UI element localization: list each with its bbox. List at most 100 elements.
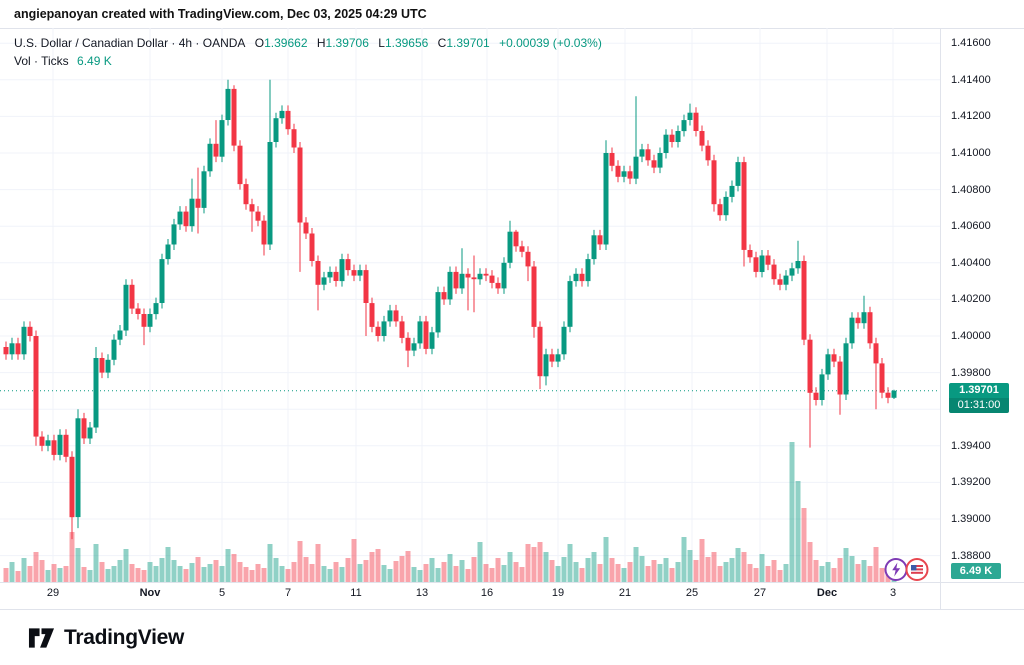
volume-bar bbox=[459, 560, 465, 582]
volume-bar bbox=[339, 567, 345, 582]
volume-bar bbox=[153, 566, 159, 582]
price-axis-left-border bbox=[940, 28, 941, 609]
volume-bar bbox=[693, 560, 699, 582]
candle-body bbox=[309, 233, 315, 261]
candle-body bbox=[813, 392, 819, 400]
candle-body bbox=[555, 354, 561, 362]
candle-body bbox=[441, 292, 447, 300]
candle-body bbox=[783, 275, 789, 285]
candle-body bbox=[723, 196, 729, 216]
candle-body bbox=[165, 244, 171, 260]
change-value: +0.00039 (+0.03%) bbox=[499, 36, 602, 50]
tradingview-logo-text: TradingView bbox=[64, 625, 185, 649]
price-tick-label: 1.39200 bbox=[951, 476, 991, 489]
candle-body bbox=[219, 120, 225, 157]
volume-bar bbox=[729, 558, 735, 582]
volume-bar bbox=[129, 564, 135, 582]
volume-bar bbox=[525, 544, 531, 582]
volume-bar bbox=[159, 558, 165, 582]
volume-bar bbox=[345, 558, 351, 582]
volume-bar bbox=[861, 560, 867, 582]
volume-bar bbox=[21, 558, 27, 582]
volume-bar bbox=[111, 566, 117, 582]
tradingview-logo[interactable]: TradingView bbox=[28, 626, 184, 650]
bar-countdown: 01:31:00 bbox=[949, 397, 1009, 413]
candle-body bbox=[639, 149, 645, 157]
candle-body bbox=[861, 312, 867, 324]
chart-top-border bbox=[0, 28, 1024, 29]
volume-bar bbox=[273, 558, 279, 582]
price-tick-label: 1.41400 bbox=[951, 73, 991, 86]
candle-body bbox=[57, 434, 63, 455]
time-tick-label: Dec bbox=[816, 587, 838, 599]
volume-bar bbox=[399, 556, 405, 582]
price-axis-scale[interactable]: 1.41600 1.41400 1.41200 1.41000 1.40800 1.406… bbox=[941, 28, 1024, 609]
candle-body bbox=[381, 321, 387, 336]
volume-bar bbox=[789, 442, 795, 582]
time-axis-scale[interactable]: 29 Nov 5 7 11 13 16 19 21 25 27 Dec 3 bbox=[0, 583, 940, 609]
candle-body bbox=[711, 160, 717, 205]
candle-body bbox=[417, 321, 423, 344]
volume-bar bbox=[33, 552, 39, 582]
candle-body bbox=[591, 235, 597, 260]
candle-body bbox=[87, 427, 93, 439]
volume-bar bbox=[681, 537, 687, 582]
volume-bar bbox=[357, 564, 363, 582]
candle-body bbox=[279, 110, 285, 119]
candle-body bbox=[819, 374, 825, 400]
candle-body bbox=[51, 440, 57, 455]
volume-bar bbox=[105, 569, 111, 582]
time-axis-top-border bbox=[0, 582, 1024, 583]
volume-bar bbox=[435, 568, 441, 582]
volume-bar bbox=[723, 562, 729, 582]
candlestick-chart[interactable] bbox=[0, 28, 940, 582]
volume-bar bbox=[837, 558, 843, 582]
candle-body bbox=[687, 112, 693, 120]
candle-body bbox=[759, 255, 765, 272]
candle-body bbox=[729, 185, 735, 197]
candle-body bbox=[393, 310, 399, 322]
candle-body bbox=[243, 184, 249, 205]
time-tick-label: 27 bbox=[753, 587, 767, 599]
candle-body bbox=[9, 343, 15, 355]
lightning-event-icon[interactable] bbox=[884, 558, 908, 581]
candle-body bbox=[177, 211, 183, 225]
candle-body bbox=[447, 271, 453, 300]
high-label: H bbox=[316, 36, 326, 50]
candle-body bbox=[735, 162, 741, 186]
candle-body bbox=[255, 211, 261, 221]
volume-bar bbox=[849, 556, 855, 582]
volume-bar bbox=[189, 563, 195, 582]
candle-body bbox=[579, 273, 585, 282]
candle-body bbox=[549, 354, 555, 362]
candle-body bbox=[693, 112, 699, 131]
candle-body bbox=[771, 264, 777, 280]
candle-body bbox=[717, 204, 723, 216]
chart-panel[interactable]: U.S. Dollar / Canadian Dollar · 4h · OAN… bbox=[0, 28, 940, 582]
volume-bar bbox=[519, 567, 525, 582]
volume-bar bbox=[507, 552, 513, 582]
candle-body bbox=[135, 308, 141, 314]
candle-body bbox=[543, 354, 549, 377]
candle-body bbox=[207, 143, 213, 172]
volume-bar bbox=[759, 554, 765, 582]
candle-body bbox=[891, 390, 897, 398]
us-flag-event-icon[interactable] bbox=[905, 558, 929, 581]
price-tick-label: 1.40000 bbox=[951, 330, 991, 342]
volume-bar bbox=[843, 548, 849, 582]
candle-body bbox=[765, 255, 771, 265]
candle-body bbox=[261, 220, 267, 245]
volume-bar bbox=[657, 564, 663, 582]
candle-body bbox=[111, 339, 117, 360]
volume-bar bbox=[267, 544, 273, 582]
candle-body bbox=[117, 330, 123, 340]
volume-bar bbox=[27, 566, 33, 582]
volume-bar bbox=[741, 552, 747, 582]
candle-body bbox=[561, 326, 567, 355]
candle-body bbox=[81, 418, 87, 439]
volume-bar bbox=[351, 539, 357, 582]
candle-body bbox=[195, 198, 201, 208]
volume-bar bbox=[135, 568, 141, 582]
volume-bar bbox=[639, 556, 645, 582]
volume-bar bbox=[771, 560, 777, 582]
